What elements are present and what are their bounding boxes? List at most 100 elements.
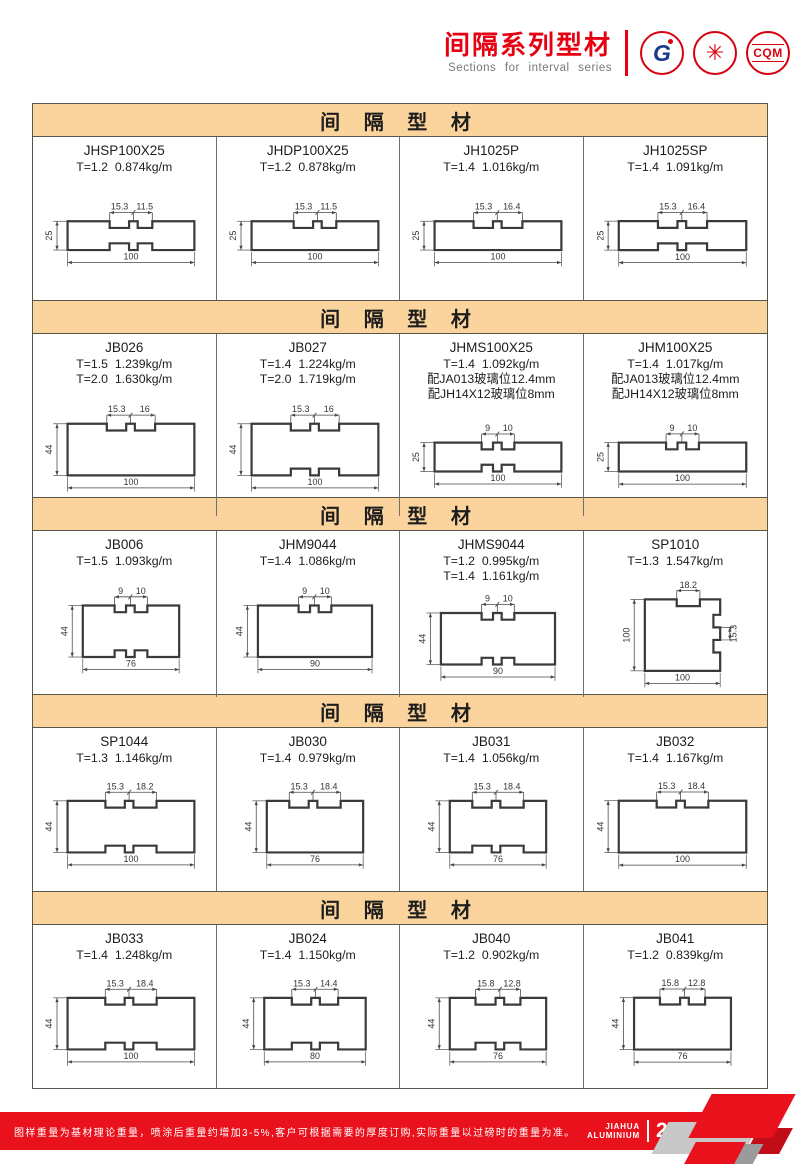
svg-text:9: 9 [485, 593, 490, 603]
section-cells: JB033 T=1.4 1.248kg/m 15.3 18.4 44 100 JB024 T=… [33, 925, 767, 1088]
profile-spec: 配JH14X12玻璃位8mm [611, 386, 739, 401]
profile-drawing: 15.3 18.4 44 100 [33, 963, 216, 1088]
svg-text:80: 80 [310, 1051, 320, 1061]
section: 间 隔 型 材 JB006 T=1.5 1.093kg/m 9 10 44 76 JHM904… [32, 498, 768, 698]
gb-letter: G [653, 39, 671, 66]
profile-code: JB040 [472, 931, 511, 946]
profile-cell: JHM100X25 T=1.4 1.017kg/m 配JA013玻璃位12.4mm 配… [584, 334, 768, 516]
cqm-certification-icon: CQM [746, 31, 790, 75]
svg-text:100: 100 [675, 672, 690, 682]
profile-section-svg: 9 10 25 100 [595, 423, 747, 488]
profile-section-svg: 15.3 11.5 25 100 [44, 202, 196, 267]
profile-section-svg: 15.3 18.4 44 76 [426, 781, 548, 869]
svg-text:10: 10 [503, 423, 513, 433]
svg-text:44: 44 [44, 444, 54, 454]
profile-section-svg: 15.3 18.4 44 76 [243, 781, 364, 869]
profile-drawing: 15.3 14.4 44 80 [217, 963, 400, 1088]
profile-spec: T=1.4 0.979kg/m [259, 750, 356, 765]
profile-spec: T=1.4 1.016kg/m [443, 159, 540, 174]
profile-spec: T=1.3 1.547kg/m [627, 553, 724, 568]
profile-section-svg: 15.3 18.4 44 100 [44, 978, 196, 1066]
svg-text:9: 9 [485, 423, 490, 433]
svg-text:100: 100 [124, 854, 139, 864]
section: 间 隔 型 材 SP1044 T=1.3 1.146kg/m 15.3 18.2 44 10… [32, 695, 768, 892]
svg-text:10: 10 [319, 586, 329, 596]
svg-text:44: 44 [59, 626, 69, 636]
section-cells: JB026 T=1.5 1.239kg/m T=2.0 1.630kg/m 15.3 1… [33, 334, 767, 516]
profile-spec: T=1.4 1.167kg/m [627, 750, 724, 765]
profile-section-svg: 15.3 16 44 100 [44, 404, 196, 492]
profile-code: SP1010 [651, 537, 700, 552]
profile-cell: SP1044 T=1.3 1.146kg/m 15.3 18.2 44 100 [33, 728, 217, 891]
profile-cell: JHSP100X25 T=1.2 0.874kg/m 15.3 11.5 25 100 [33, 137, 217, 300]
profile-drawing: 9 10 44 76 [33, 569, 216, 697]
svg-text:76: 76 [493, 854, 503, 864]
svg-text:16: 16 [323, 404, 333, 414]
profile-section-svg: 15.3 16.4 25 100 [411, 202, 563, 267]
profile-cell: JB033 T=1.4 1.248kg/m 15.3 18.4 44 100 [33, 925, 217, 1088]
profile-drawing: 9 10 44 90 [400, 584, 583, 697]
profile-drawing: 15.3 18.2 44 100 [33, 766, 216, 891]
profile-cell: JB030 T=1.4 0.979kg/m 15.3 18.4 44 76 [217, 728, 400, 891]
svg-text:44: 44 [595, 822, 605, 832]
profile-drawing: 15.3 16 44 100 [33, 387, 216, 516]
svg-text:90: 90 [493, 666, 503, 676]
page-header: 间隔系列型材 Sections for interval series G ✳ … [0, 30, 790, 76]
profile-section-svg: 9 10 44 76 [59, 586, 181, 674]
profile-spec: T=1.4 1.224kg/m [259, 356, 356, 371]
profile-section-svg: 15.3 11.5 25 100 [228, 202, 379, 267]
profile-spec: T=1.2 0.902kg/m [443, 947, 540, 962]
profile-section-svg: 15.8 12.8 44 76 [610, 978, 732, 1066]
svg-text:44: 44 [426, 1019, 436, 1029]
profile-spec: 配JA013玻璃位12.4mm [611, 371, 740, 386]
svg-text:100: 100 [124, 1051, 139, 1061]
svg-text:44: 44 [44, 822, 54, 832]
profile-code: JH1025SP [642, 143, 708, 158]
profile-drawing: 15.3 18.4 44 76 [217, 766, 400, 891]
svg-text:76: 76 [677, 1051, 687, 1061]
cqm-label: CQM [752, 44, 784, 62]
profile-code: JB031 [472, 734, 511, 749]
profile-code: JHM9044 [278, 537, 337, 552]
profile-drawing: 9 10 44 90 [217, 569, 400, 697]
svg-text:9: 9 [118, 586, 123, 596]
svg-text:15.3: 15.3 [474, 781, 491, 791]
profile-code: JB041 [656, 931, 695, 946]
svg-text:15.3: 15.3 [107, 978, 124, 988]
profile-section-svg: 15.3 16 44 100 [228, 404, 379, 492]
svg-text:15.3: 15.3 [293, 978, 310, 988]
footer-divider [647, 1120, 649, 1142]
section: 间 隔 型 材 JHSP100X25 T=1.2 0.874kg/m 15.3 11.5… [32, 103, 768, 301]
profile-code: JB027 [288, 340, 327, 355]
profile-spec: T=1.4 1.248kg/m [76, 947, 173, 962]
profile-drawing: 15.8 12.8 44 76 [400, 963, 583, 1088]
svg-text:10: 10 [136, 586, 146, 596]
svg-text:100: 100 [491, 252, 506, 262]
profile-drawing: 15.8 12.8 44 76 [584, 963, 768, 1088]
profile-cell: JB041 T=1.2 0.839kg/m 15.8 12.8 44 76 [584, 925, 768, 1088]
brand-name: JIAHUA ALUMINIUM [587, 1122, 640, 1140]
svg-text:14.4: 14.4 [320, 978, 337, 988]
profile-drawing: 9 10 25 100 [400, 402, 583, 516]
svg-text:100: 100 [491, 473, 506, 483]
profile-section-svg: 15.3 16.4 25 100 [595, 201, 747, 267]
brand-line1: JIAHUA [605, 1121, 640, 1131]
profile-drawing: 15.3 11.5 25 100 [217, 175, 400, 300]
profile-spec: T=2.0 1.719kg/m [259, 371, 356, 386]
profile-code: JHM100X25 [638, 340, 713, 355]
profile-cell: JB032 T=1.4 1.167kg/m 15.3 18.4 44 100 [584, 728, 768, 891]
svg-text:100: 100 [307, 252, 322, 262]
profile-code: JHMS9044 [457, 537, 525, 552]
gb-dot-icon [668, 39, 673, 44]
profile-section-svg: 15.3 14.4 44 80 [240, 978, 367, 1066]
svg-text:100: 100 [124, 477, 139, 487]
svg-text:100: 100 [124, 252, 139, 262]
profile-spec: T=1.5 1.093kg/m [76, 553, 173, 568]
svg-text:18.4: 18.4 [136, 978, 153, 988]
svg-text:76: 76 [493, 1051, 503, 1061]
svg-text:15.3: 15.3 [290, 781, 307, 791]
profile-code: JH1025P [463, 143, 520, 158]
svg-text:76: 76 [310, 854, 320, 864]
svg-text:15.3: 15.3 [294, 202, 311, 212]
profile-drawing: 15.3 18.4 44 100 [584, 766, 768, 891]
